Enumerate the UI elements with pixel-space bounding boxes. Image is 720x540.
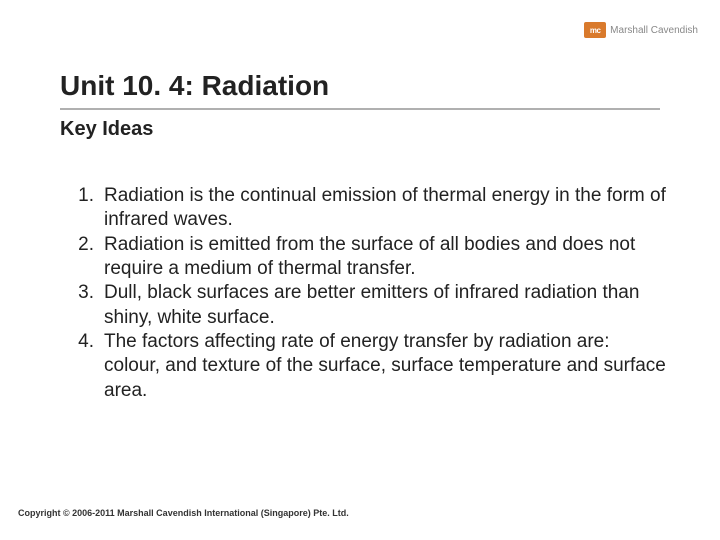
list-item: The factors affecting rate of energy tra… bbox=[60, 330, 670, 403]
key-ideas-list: Radiation is the continual emission of t… bbox=[60, 184, 670, 403]
copyright-footer: Copyright © 2006-2011 Marshall Cavendish… bbox=[18, 508, 349, 518]
list-item: Dull, black surfaces are better emitters… bbox=[60, 281, 670, 330]
header-block: Unit 10. 4: Radiation Key Ideas bbox=[60, 70, 660, 141]
logo-text: Marshall Cavendish bbox=[610, 25, 698, 36]
list-item: Radiation is the continual emission of t… bbox=[60, 184, 670, 233]
unit-title: Unit 10. 4: Radiation bbox=[60, 70, 660, 110]
subtitle: Key Ideas bbox=[60, 118, 660, 141]
list-item: Radiation is emitted from the surface of… bbox=[60, 233, 670, 282]
logo-mark-icon: mc bbox=[584, 22, 606, 38]
publisher-logo: mc Marshall Cavendish bbox=[584, 22, 698, 38]
content-area: Radiation is the continual emission of t… bbox=[60, 184, 670, 403]
